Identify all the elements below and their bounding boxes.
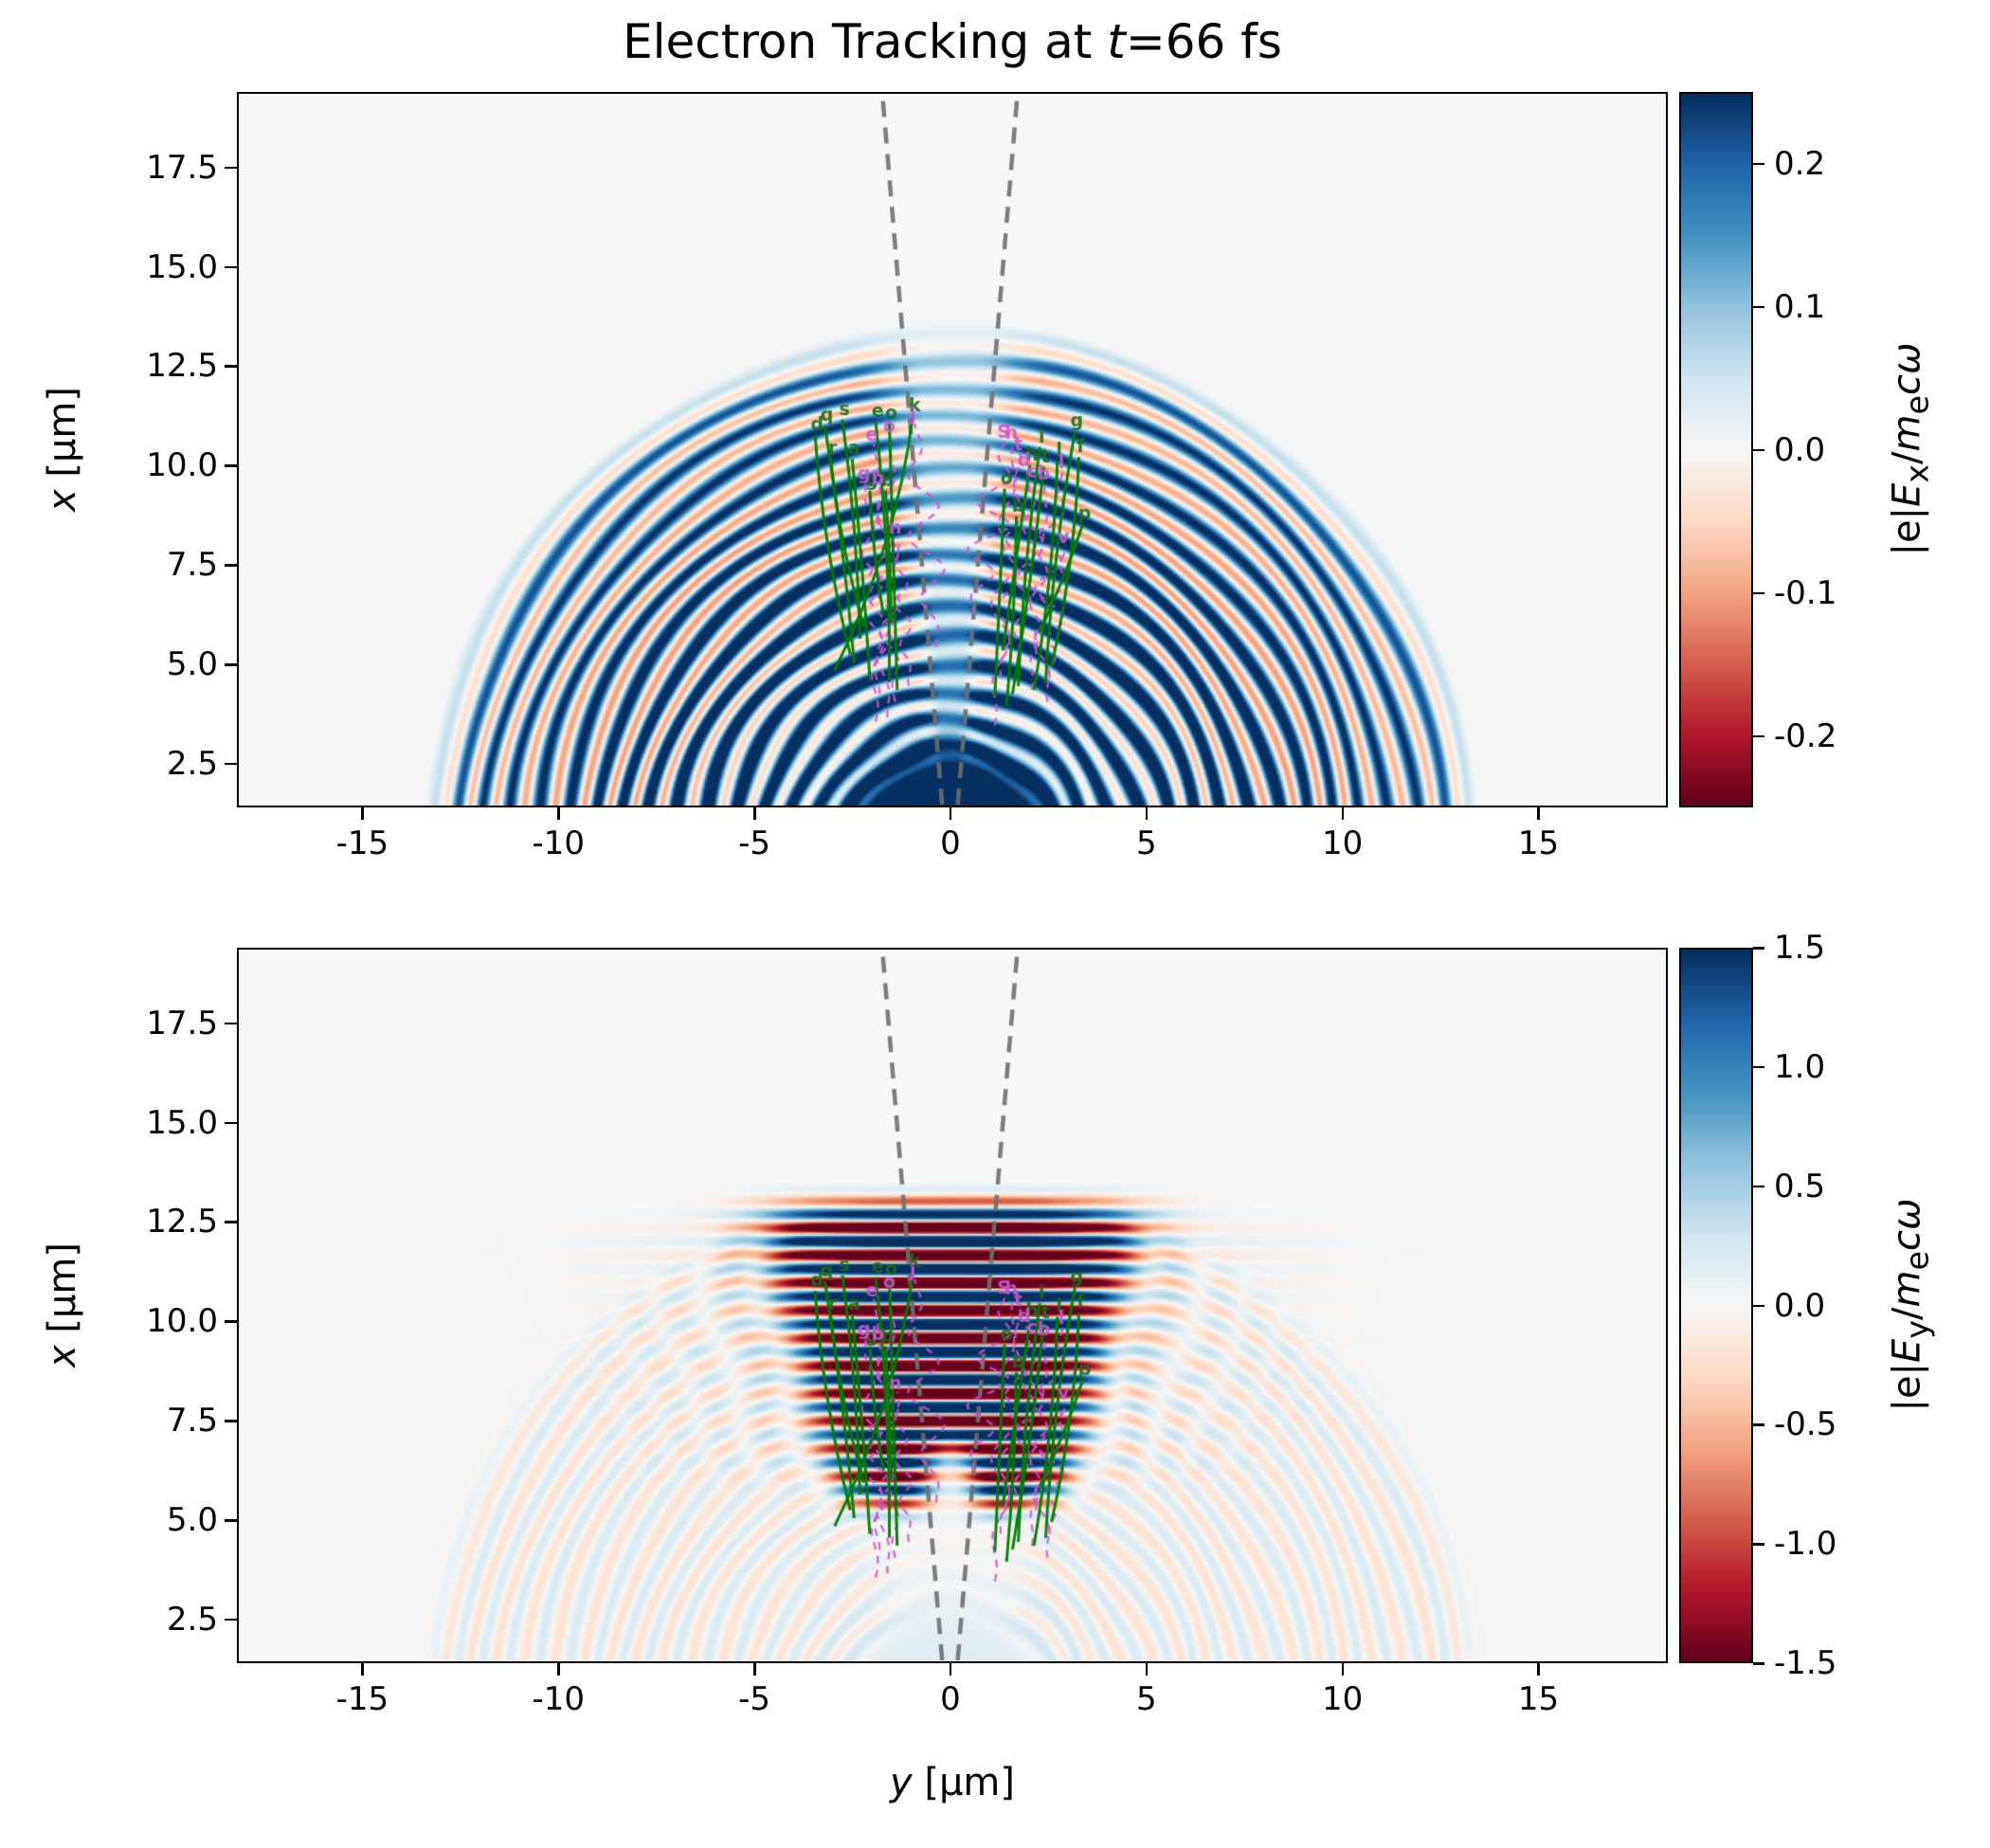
colorbar-tick-label: 0.1 [1774,287,1826,326]
x-tick-mark [1145,807,1149,820]
y-tick-label: 5.0 [166,1501,218,1539]
colorbar-tick-label: 0.2 [1774,144,1826,183]
y-tick-label: 17.5 [146,148,218,187]
x-tick-label: -15 [335,824,389,862]
colorbar-tick-label: 0.0 [1774,430,1826,469]
colorbar-tick-label: -1.0 [1774,1525,1837,1564]
y-axis-label-bottom: x [μm] [41,1241,84,1368]
colorbar-tick-mark [1753,947,1764,950]
x-tick-label: 0 [940,824,961,862]
x-tick-label: -5 [738,824,771,862]
overlay-trajectories-bottom [239,950,1665,1660]
y-tick-mark [225,1420,237,1422]
colorbar-ex [1679,92,1753,807]
x-tick-mark [361,807,364,820]
x-tick-label: 10 [1321,824,1364,862]
x-tick-label: 0 [940,1680,961,1718]
colorbar-tick-mark [1753,1543,1764,1546]
y-tick-mark [225,564,237,567]
x-tick-label: -10 [532,824,585,862]
y-tick-label: 7.5 [166,1402,218,1440]
y-tick-mark [225,762,237,766]
colorbar-tick-label: -0.2 [1774,716,1837,755]
x-tick-label: 15 [1517,824,1560,862]
y-tick-mark [225,1221,237,1223]
overlay-trajectories-top [239,94,1665,805]
y-tick-mark [225,1320,237,1323]
y-tick-label: 5.0 [166,645,218,683]
y-tick-label: 15.0 [146,1103,218,1142]
x-tick-mark [557,807,560,820]
colorbar-tick-mark [1753,1065,1764,1069]
colorbar-tick-mark [1753,1662,1764,1665]
colorbar-ey-gradient [1681,950,1751,1661]
y-tick-mark [225,663,237,666]
x-tick-mark [1341,807,1345,820]
figure-title: Electron Tracking at t=66 fs [623,14,1282,69]
y-tick-label: 10.0 [146,1302,218,1341]
x-tick-label: -5 [738,1680,771,1718]
y-tick-label: 2.5 [166,1600,218,1639]
y-tick-label: 2.5 [166,744,218,783]
colorbar-tick-mark [1753,162,1764,165]
y-tick-label: 12.5 [146,1203,218,1241]
x-tick-mark [1145,1663,1149,1676]
colorbar-tick-mark [1753,305,1764,308]
x-tick-label: 10 [1321,1680,1364,1718]
x-tick-label: -15 [335,1680,389,1718]
x-tick-mark [1537,1663,1540,1676]
y-tick-label: 17.5 [146,1004,218,1042]
y-tick-mark [225,1121,237,1125]
y-tick-mark [225,1022,237,1025]
y-tick-label: 15.0 [146,247,218,286]
y-tick-label: 12.5 [146,347,218,386]
y-axis-label-top: x [μm] [41,386,84,513]
y-tick-mark [225,464,237,467]
colorbar-tick-mark [1753,1304,1764,1307]
colorbar-tick-label: 1.0 [1774,1047,1826,1086]
colorbar-ex-gradient [1681,94,1751,806]
colorbar-tick-mark [1753,1423,1764,1426]
y-tick-label: 10.0 [146,446,218,485]
x-tick-label: -10 [532,1680,585,1718]
x-tick-label: 15 [1517,1680,1560,1718]
y-tick-mark [225,365,237,368]
colorbar-tick-mark [1753,734,1764,737]
x-tick-mark [557,1663,560,1676]
y-tick-mark [225,1618,237,1622]
x-tick-mark [361,1663,364,1676]
x-tick-mark [949,807,952,820]
x-tick-mark [1537,807,1540,820]
axes-bottom-ey-panel [237,948,1668,1663]
colorbar-tick-label: -0.5 [1774,1405,1837,1444]
x-tick-mark [753,807,756,820]
y-tick-mark [225,166,237,170]
colorbar-label-ey: |e|Ey/mecω [1885,1198,1936,1412]
y-tick-label: 7.5 [166,546,218,585]
y-tick-mark [225,1519,237,1522]
colorbar-tick-mark [1753,591,1764,594]
x-tick-label: 5 [1135,1680,1157,1718]
x-tick-label: 5 [1135,824,1157,862]
colorbar-tick-mark [1753,1185,1764,1188]
colorbar-tick-label: 1.5 [1774,929,1826,967]
colorbar-tick-label: -0.1 [1774,573,1837,612]
colorbar-ey [1679,948,1753,1663]
colorbar-label-ex: |e|Ex/mecω [1885,342,1936,556]
colorbar-tick-label: -1.5 [1774,1644,1837,1682]
colorbar-tick-label: 0.5 [1774,1167,1826,1205]
y-tick-mark [225,265,237,269]
x-axis-label: y [μm] [889,1761,1016,1804]
axes-top-ex-panel [237,92,1668,807]
colorbar-tick-mark [1753,448,1764,451]
x-tick-mark [753,1663,756,1676]
colorbar-tick-label: 0.0 [1774,1286,1826,1325]
x-tick-mark [1341,1663,1345,1676]
x-tick-mark [949,1663,952,1676]
